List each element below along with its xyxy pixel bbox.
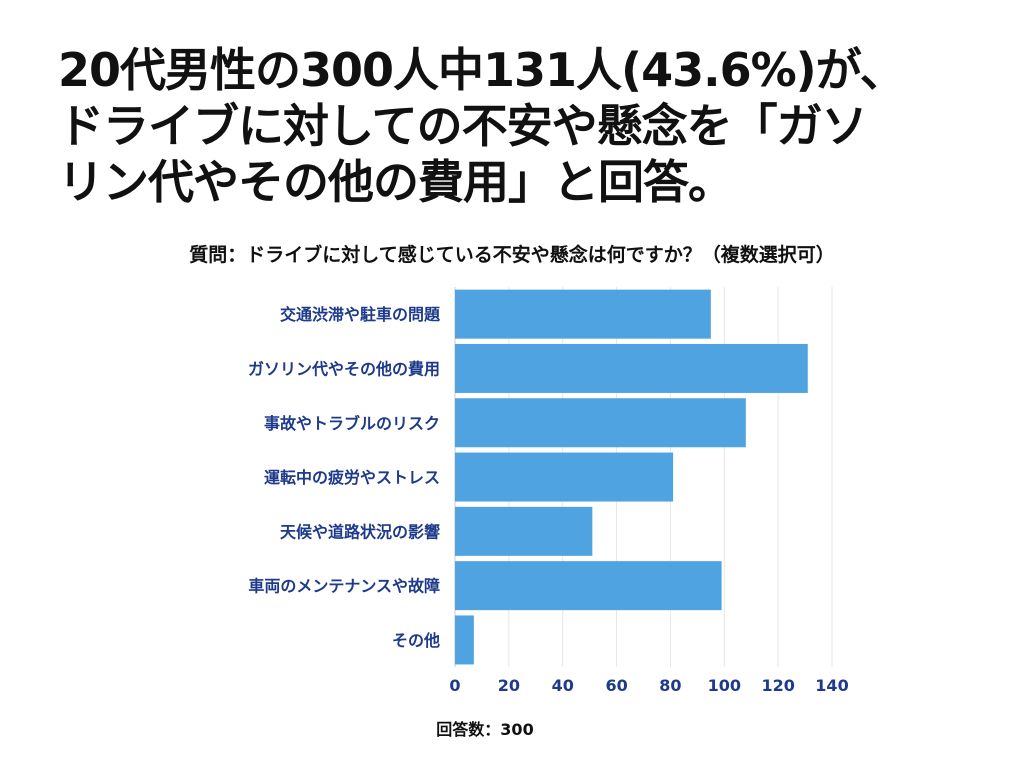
x-tick-label: 60 <box>605 676 627 695</box>
bar <box>455 615 474 665</box>
bar <box>455 289 711 339</box>
headline: 20代男性の300人中131人(43.6%)が、 ドライブに対しての不安や懸念を… <box>58 42 998 210</box>
headline-line-3: リン代やその他の費用」と回答。 <box>58 155 734 209</box>
headline-line-2: ドライブに対しての不安や懸念を「ガソ <box>58 99 868 153</box>
bar <box>455 343 808 393</box>
category-label: 運転中の疲労やストレス <box>264 468 440 487</box>
headline-line-1: 20代男性の300人中131人(43.6%)が、 <box>58 43 906 97</box>
x-tick-label: 80 <box>659 676 681 695</box>
bar <box>455 506 593 556</box>
category-label: 交通渋滞や駐車の問題 <box>280 305 441 324</box>
x-tick-label: 0 <box>449 676 460 695</box>
x-tick-label: 120 <box>761 676 794 695</box>
category-label: 事故やトラブルのリスク <box>264 414 440 433</box>
category-label: ガソリン代やその他の費用 <box>248 359 440 378</box>
bar <box>455 452 674 502</box>
x-tick-label: 40 <box>552 676 574 695</box>
category-label: 天候や道路状況の影響 <box>280 522 440 541</box>
category-label: 車両のメンテナンスや故障 <box>248 577 440 596</box>
chart-title: 質問：ドライブに対して感じている不安や懸念は何ですか？（複数選択可） <box>189 244 835 266</box>
category-label: その他 <box>392 631 440 650</box>
x-tick-label: 140 <box>815 676 848 695</box>
bar <box>455 398 746 448</box>
response-count: 回答数：300 <box>436 720 534 739</box>
x-tick-label: 20 <box>498 676 520 695</box>
x-tick-label: 100 <box>708 676 741 695</box>
bar <box>455 561 722 611</box>
